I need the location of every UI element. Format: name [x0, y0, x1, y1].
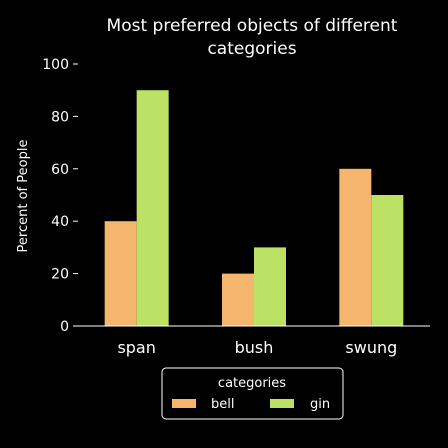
x-axis-labels: span bush swung	[117, 338, 397, 357]
legend-title: categories	[218, 376, 286, 391]
x-tick-label-bush: bush	[235, 338, 274, 357]
legend: categories bell gin	[162, 368, 343, 419]
y-tick-label: 0	[60, 319, 69, 335]
y-tick-label: 100	[42, 57, 69, 73]
bar-span-gin	[137, 90, 169, 326]
bar-swung-bell	[339, 169, 371, 326]
y-tick-label: 40	[51, 214, 69, 230]
bar-swung-gin	[371, 195, 403, 326]
legend-label-gin: gin	[310, 397, 330, 412]
bars-group	[105, 90, 404, 326]
y-tick-label: 80	[51, 109, 69, 125]
y-axis-label: Percent of People	[16, 140, 31, 253]
bar-bush-bell	[222, 274, 254, 326]
legend-label-bell: bell	[211, 397, 234, 412]
chart-title-line-1: Most preferred objects of different	[107, 16, 398, 36]
bar-span-bell	[105, 221, 137, 326]
legend-swatch-bell	[172, 399, 196, 408]
chart-title-line-2: categories	[207, 39, 296, 59]
x-tick-label-span: span	[117, 338, 155, 357]
bar-bush-gin	[254, 247, 286, 326]
x-tick-label-swung: swung	[345, 338, 397, 357]
y-tick-label: 60	[51, 162, 69, 178]
y-tick-label: 20	[51, 267, 69, 283]
y-axis-ticks: 0 20 40 60 80 100	[42, 57, 78, 335]
legend-swatch-gin	[270, 399, 294, 408]
